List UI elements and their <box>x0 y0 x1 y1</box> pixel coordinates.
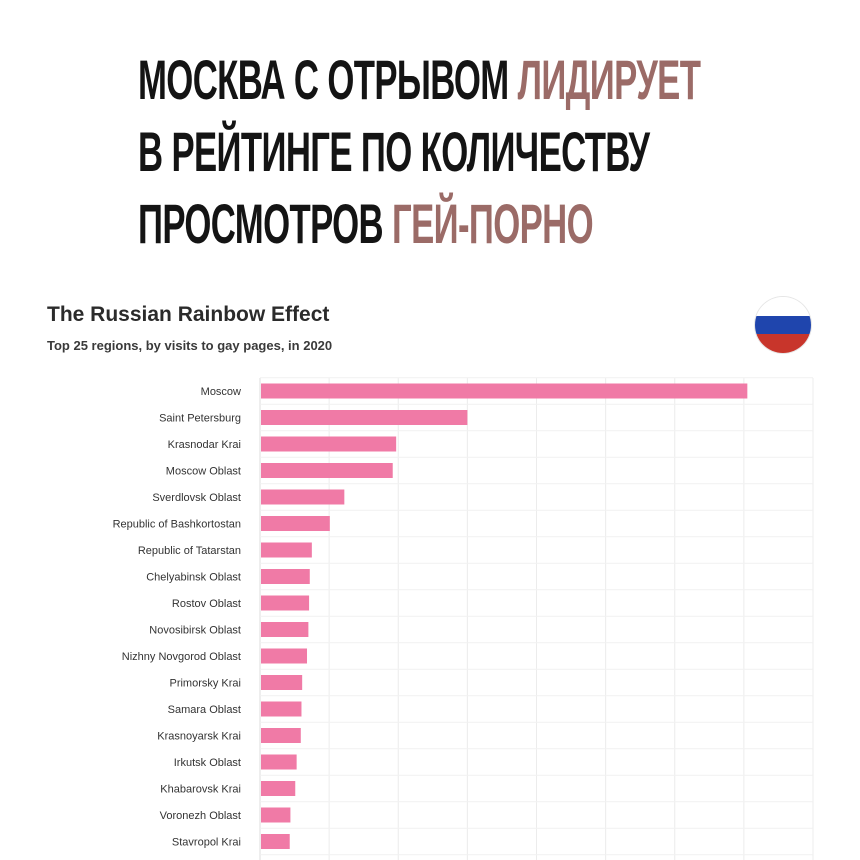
bar <box>261 436 397 452</box>
category-label: Krasnoyarsk Krai <box>157 731 241 743</box>
chart-title: The Russian Rainbow Effect <box>47 303 330 326</box>
bar <box>261 383 748 399</box>
category-label: Saint Petersburg <box>159 413 241 425</box>
bar <box>261 622 309 637</box>
headline-accent-1: ЛИДИРУЕТ <box>517 48 701 111</box>
category-label: Nizhny Novgorod Oblast <box>122 651 241 663</box>
bar <box>261 463 393 478</box>
category-label: Irkutsk Oblast <box>174 757 241 769</box>
grid <box>259 377 814 860</box>
headline-accent-2: ГЕЙ-ПОРНО <box>392 192 594 255</box>
headline-line-1-text: МОСКВА С ОТРЫВОМ <box>138 48 518 111</box>
category-label: Khabarovsk Krai <box>160 784 241 796</box>
bar <box>261 489 345 505</box>
category-label: Sverdlovsk Oblast <box>152 492 241 504</box>
category-label: Republic of Tatarstan <box>138 545 241 557</box>
headline-line-1: МОСКВА С ОТРЫВОМ ЛИДИРУЕТ <box>138 44 820 116</box>
headline-line-2: В РЕЙТИНГЕ ПО КОЛИЧЕСТВУ <box>138 120 650 183</box>
category-labels: Moscow Saint Petersburg Krasnodar Krai Mosc… <box>113 386 241 849</box>
bar <box>261 728 301 743</box>
headline-line-3-text: ПРОСМОТРОВ <box>138 192 393 255</box>
category-label: Stavropol Krai <box>172 837 241 849</box>
category-label: Primorsky Krai <box>169 678 241 690</box>
category-label: Voronezh Oblast <box>160 810 241 822</box>
bar <box>261 569 310 584</box>
bars <box>261 383 748 849</box>
russian-flag-icon <box>755 297 811 353</box>
bar <box>261 781 296 796</box>
category-label: Krasnodar Krai <box>168 439 241 451</box>
flag-white-stripe <box>755 297 811 316</box>
headline: МОСКВА С ОТРЫВОМ ЛИДИРУЕТ В РЕЙТИНГЕ ПО … <box>138 44 820 260</box>
category-label: Samara Oblast <box>168 704 241 716</box>
bar <box>261 754 297 770</box>
flag-blue-stripe <box>755 315 811 335</box>
bar <box>261 595 310 611</box>
bar <box>261 675 303 690</box>
headline-line-3: ПРОСМОТРОВ ГЕЙ-ПОРНО <box>138 188 820 260</box>
flag-red-stripe <box>755 334 811 353</box>
bar <box>261 410 468 425</box>
category-label: Rostov Oblast <box>172 598 241 610</box>
category-label: Novosibirsk Oblast <box>149 625 241 637</box>
chart-subtitle: Top 25 regions, by visits to gay pages, … <box>47 338 333 353</box>
category-label: Republic of Bashkortostan <box>113 519 241 531</box>
bar <box>261 648 308 664</box>
category-label: Moscow <box>201 386 241 398</box>
category-label: Moscow Oblast <box>166 466 241 478</box>
category-label: Chelyabinsk Oblast <box>146 572 241 584</box>
bar <box>261 516 330 531</box>
bar <box>261 542 312 558</box>
bar <box>261 701 302 717</box>
bar-chart: Moscow Saint Petersburg Krasnodar Krai Mosc… <box>113 377 814 860</box>
bar <box>261 834 290 849</box>
bar <box>261 807 291 823</box>
